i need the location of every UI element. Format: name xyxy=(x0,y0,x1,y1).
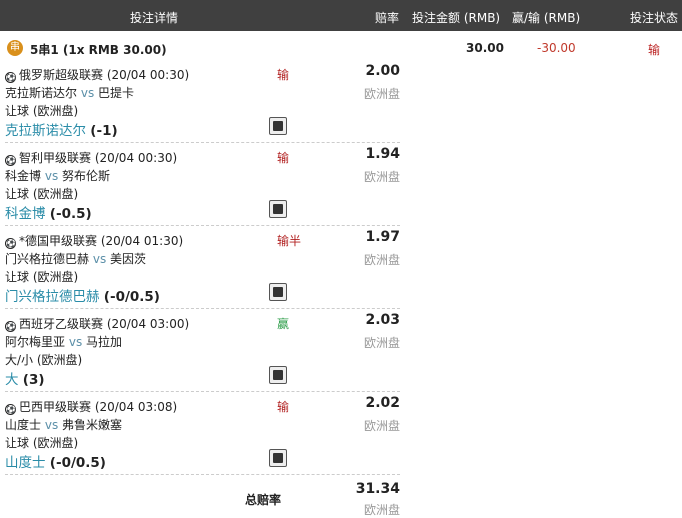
table-header: 投注详情 赔率 投注金额 (RMB) 赢/输 (RMB) 投注状态 xyxy=(0,0,682,31)
leg-market: 让球 (欧洲盘) xyxy=(5,187,79,201)
col-status: 投注状态 xyxy=(630,11,679,25)
parlay-title: 5串1 (1x RMB 30.00) xyxy=(30,43,167,57)
soccer-ball-icon: ⚽ xyxy=(5,404,16,415)
away-team: 弗鲁米嫩塞 xyxy=(62,418,123,432)
leg-selection: 大 (3) xyxy=(5,368,45,388)
home-team: 科金博 xyxy=(5,169,42,183)
col-win-loss: 赢/输 (RMB) xyxy=(512,11,581,25)
leg-odds: 2.03 xyxy=(365,312,400,328)
pick-text: 科金博 xyxy=(5,206,46,222)
leg-odds-type: 欧洲盘 xyxy=(363,253,400,267)
leg-market: 大/小 (欧洲盘) xyxy=(5,353,83,367)
pick-text: 门兴格拉德巴赫 xyxy=(5,289,100,305)
leg-odds: 1.97 xyxy=(365,229,400,245)
leg-result: 输半 xyxy=(277,234,302,248)
live-tv-icon[interactable] xyxy=(269,449,287,467)
status-value: 输 xyxy=(648,43,661,57)
leg-match: 山度士 vs 弗鲁米嫩塞 xyxy=(5,416,122,433)
leg-league: ⚽ 智利甲级联赛 (20/04 00:30) xyxy=(5,149,177,166)
league-text: 巴西甲级联赛 (20/04 03:08) xyxy=(19,400,178,414)
vs-label: vs xyxy=(44,418,59,432)
live-tv-icon[interactable] xyxy=(269,283,287,301)
vs-label: vs xyxy=(92,252,107,266)
leg-odds-type: 欧洲盘 xyxy=(363,419,400,433)
leg-match: 科金博 vs 努布伦斯 xyxy=(5,167,110,184)
handicap-line: (3) xyxy=(22,372,45,388)
vs-label: vs xyxy=(68,335,83,349)
col-odds: 赔率 xyxy=(375,11,400,25)
league-text: 俄罗斯超级联赛 (20/04 00:30) xyxy=(19,68,190,82)
live-tv-icon[interactable] xyxy=(269,117,287,135)
leg-match: 阿尔梅里亚 vs 马拉加 xyxy=(5,333,122,350)
leg-result: 输 xyxy=(277,400,290,414)
total-odds-value: 31.34 xyxy=(355,481,400,497)
league-text: 西班牙乙级联赛 (20/04 03:00) xyxy=(19,317,190,331)
league-text: 智利甲级联赛 (20/04 00:30) xyxy=(19,151,178,165)
soccer-ball-icon: ⚽ xyxy=(5,155,16,166)
away-team: 马拉加 xyxy=(86,335,123,349)
bet-leg: ⚽ *德国甲级联赛 (20/04 01:30) 门兴格拉德巴赫 vs 美因茨 让球… xyxy=(5,229,400,309)
leg-market: 让球 (欧洲盘) xyxy=(5,436,79,450)
league-text: *德国甲级联赛 (20/04 01:30) xyxy=(19,234,184,248)
home-team: 山度士 xyxy=(5,418,42,432)
handicap-line: (-1) xyxy=(90,123,118,139)
leg-market: 让球 (欧洲盘) xyxy=(5,270,79,284)
away-team: 巴提卡 xyxy=(98,86,135,100)
soccer-ball-icon: ⚽ xyxy=(5,238,16,249)
leg-odds-type: 欧洲盘 xyxy=(363,336,400,350)
leg-odds-type: 欧洲盘 xyxy=(363,87,400,101)
leg-match: 门兴格拉德巴赫 vs 美因茨 xyxy=(5,250,146,267)
leg-odds: 2.02 xyxy=(365,395,400,411)
leg-result: 赢 xyxy=(277,317,290,331)
pick-text: 山度士 xyxy=(5,455,46,471)
leg-selection: 克拉斯诺达尔 (-1) xyxy=(5,119,118,139)
live-tv-icon[interactable] xyxy=(269,200,287,218)
col-stake: 投注金额 (RMB) xyxy=(412,11,501,25)
live-tv-icon[interactable] xyxy=(269,366,287,384)
parlay-badge-icon: 串 xyxy=(7,40,23,56)
pick-text: 大 xyxy=(5,372,19,388)
col-details: 投注详情 xyxy=(130,11,179,25)
soccer-ball-icon: ⚽ xyxy=(5,321,16,332)
leg-league: ⚽ 俄罗斯超级联赛 (20/04 00:30) xyxy=(5,66,189,83)
stake-value: 30.00 xyxy=(466,41,504,55)
home-team: 阿尔梅里亚 xyxy=(5,335,66,349)
leg-market: 让球 (欧洲盘) xyxy=(5,104,79,118)
home-team: 克拉斯诺达尔 xyxy=(5,86,78,100)
vs-label: vs xyxy=(44,169,59,183)
home-team: 门兴格拉德巴赫 xyxy=(5,252,90,266)
leg-league: ⚽ 巴西甲级联赛 (20/04 03:08) xyxy=(5,398,177,415)
leg-odds: 1.94 xyxy=(365,146,400,162)
leg-selection: 山度士 (-0/0.5) xyxy=(5,451,106,471)
leg-league: ⚽ *德国甲级联赛 (20/04 01:30) xyxy=(5,232,183,249)
away-team: 努布伦斯 xyxy=(62,169,111,183)
bet-leg: ⚽ 智利甲级联赛 (20/04 00:30) 科金博 vs 努布伦斯 让球 (欧洲… xyxy=(5,146,400,226)
leg-result: 输 xyxy=(277,151,290,165)
win-loss-value: -30.00 xyxy=(537,41,576,55)
vs-label: vs xyxy=(80,86,95,100)
leg-odds: 2.00 xyxy=(365,63,400,79)
leg-selection: 科金博 (-0.5) xyxy=(5,202,92,222)
bet-leg: ⚽ 西班牙乙级联赛 (20/04 03:00) 阿尔梅里亚 vs 马拉加 大/小 … xyxy=(5,312,400,392)
leg-result: 输 xyxy=(277,68,290,82)
total-odds-type: 欧洲盘 xyxy=(363,503,400,517)
leg-match: 克拉斯诺达尔 vs 巴提卡 xyxy=(5,84,134,101)
parlay-summary: 串 5串1 (1x RMB 30.00) xyxy=(7,40,682,57)
handicap-line: (-0/0.5) xyxy=(49,455,106,471)
leg-selection: 门兴格拉德巴赫 (-0/0.5) xyxy=(5,285,160,305)
leg-odds-type: 欧洲盘 xyxy=(363,170,400,184)
bet-leg: ⚽ 俄罗斯超级联赛 (20/04 00:30) 克拉斯诺达尔 vs 巴提卡 让球 … xyxy=(5,63,400,143)
total-odds-label: 总赔率 xyxy=(245,493,282,507)
bet-leg: ⚽ 巴西甲级联赛 (20/04 03:08) 山度士 vs 弗鲁米嫩塞 让球 (欧… xyxy=(5,395,400,475)
leg-league: ⚽ 西班牙乙级联赛 (20/04 03:00) xyxy=(5,315,189,332)
pick-text: 克拉斯诺达尔 xyxy=(5,123,86,139)
handicap-line: (-0.5) xyxy=(49,206,92,222)
soccer-ball-icon: ⚽ xyxy=(5,72,16,83)
handicap-line: (-0/0.5) xyxy=(103,289,160,305)
away-team: 美因茨 xyxy=(110,252,147,266)
